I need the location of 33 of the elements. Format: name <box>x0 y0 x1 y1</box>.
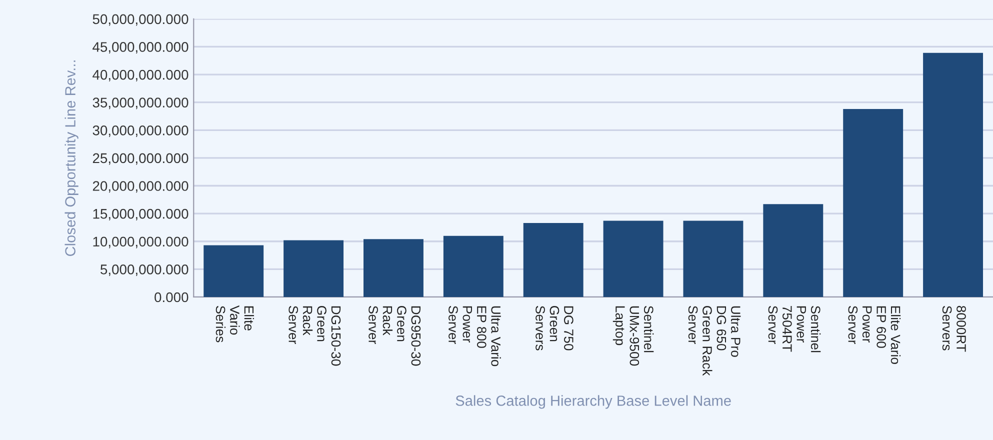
x-tick-label: DG150-30 Green Rack Server <box>288 306 341 366</box>
x-tick-label: 8000RT Servers <box>942 306 966 352</box>
y-tick-label: 20,000,000.000 <box>92 181 188 193</box>
x-axis-title: Sales Catalog Hierarchy Base Level Name <box>456 395 731 409</box>
y-tick-label: 35,000,000.000 <box>92 98 188 110</box>
y-tick-label: 10,000,000.000 <box>93 236 188 248</box>
bar <box>603 220 664 297</box>
bar <box>843 109 904 297</box>
y-tick-label: 45,000,000.000 <box>92 42 188 54</box>
y-tick-label: 40,000,000.000 <box>92 70 188 82</box>
x-tick-label: Ultra Vario EP 800 Power Server <box>448 306 501 366</box>
bar <box>364 239 424 297</box>
x-tick-label: Elite Vario Series <box>216 305 254 342</box>
x-tick-label: Elite Vario EP 600 Power Server <box>848 306 901 364</box>
x-tick-label: Ultra Pro DG 650 Green Rack Server <box>688 306 741 376</box>
x-tick-label: Sentinel UMx-9500 Laptop <box>612 306 654 366</box>
y-tick-label: 5,000,000.000 <box>100 264 188 276</box>
y-tick-label: 0.000 <box>154 292 188 302</box>
y-tick-label: 25,000,000.000 <box>92 153 188 165</box>
bar <box>204 245 264 297</box>
bar <box>443 236 504 297</box>
x-tick-label: DG 750 Green Servers <box>536 306 574 350</box>
bar <box>683 220 744 297</box>
y-tick-label: 30,000,000.000 <box>92 125 188 137</box>
bar <box>523 223 584 297</box>
y-tick-label: 15,000,000.000 <box>93 208 188 220</box>
bar <box>284 240 344 297</box>
bar <box>763 204 824 297</box>
x-tick-label: DG950-30 Green Rack Server <box>368 306 421 366</box>
y-axis-title: Closed Opportunity Line Rev... <box>64 60 78 256</box>
y-tick-label: 50,000,000.000 <box>92 14 188 26</box>
x-tick-label: Sentinel Power 7504RT Server <box>768 306 821 352</box>
bar <box>923 52 984 297</box>
